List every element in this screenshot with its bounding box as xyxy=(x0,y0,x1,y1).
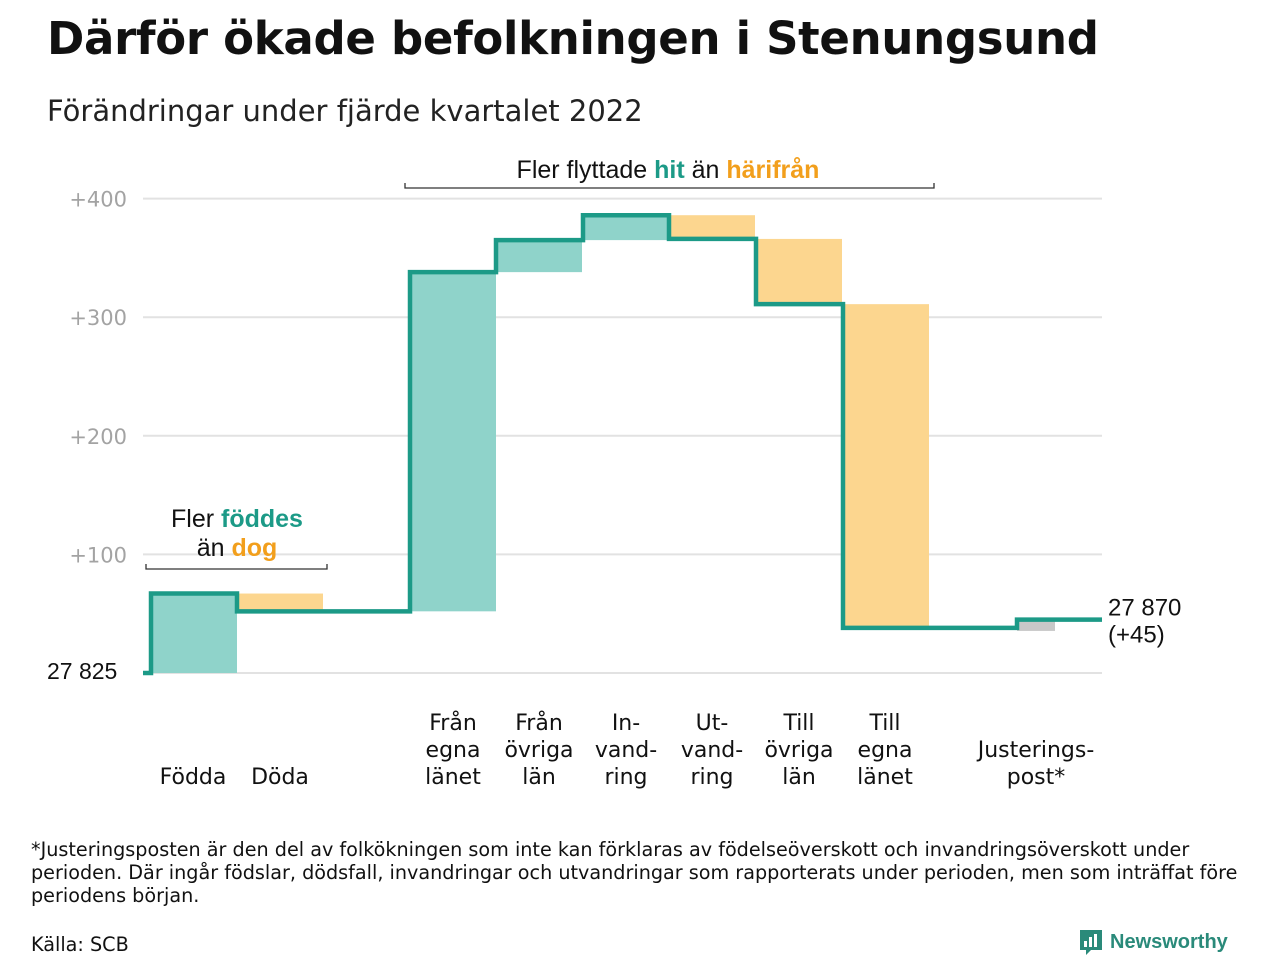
category-label: övriga xyxy=(504,738,573,763)
category-label: län xyxy=(782,765,816,790)
start-value-label: 27 825 xyxy=(47,658,117,684)
waterfall-bar xyxy=(1017,619,1055,631)
annotation-births: Fler föddes xyxy=(171,505,303,533)
category-label: övriga xyxy=(764,738,833,763)
annotation-births-line2: än dog xyxy=(197,534,278,562)
waterfall-bar xyxy=(669,215,755,239)
waterfall-bar xyxy=(237,593,323,612)
category-label: egna xyxy=(426,738,481,763)
category-label: vand- xyxy=(681,738,743,763)
waterfall-bar xyxy=(583,215,669,241)
category-label: länet xyxy=(857,765,913,790)
source-label: Källa: SCB xyxy=(31,933,129,956)
category-label: länet xyxy=(425,765,481,790)
brand-name: Newsworthy xyxy=(1110,930,1228,953)
waterfall-bar xyxy=(756,238,842,305)
category-label: In- xyxy=(612,711,640,736)
category-label: Från xyxy=(515,710,563,736)
y-tick-label: +100 xyxy=(69,543,127,567)
category-label: län xyxy=(522,765,556,790)
waterfall-bar xyxy=(410,272,496,612)
brand-logo: Newsworthy xyxy=(1078,928,1228,956)
waterfall-chart: +100 +200 +300 +400 27 825 27 870(+45) Födda Dö… xyxy=(47,156,1181,790)
footnote: *Justeringsposten är den del av folkökni… xyxy=(31,838,1238,907)
category-label: Från xyxy=(429,710,477,736)
category-label: post* xyxy=(1007,765,1066,790)
waterfall-bar xyxy=(151,593,237,673)
category-label: Justerings- xyxy=(976,738,1095,763)
y-tick-label: +300 xyxy=(69,306,127,330)
category-label: Födda xyxy=(160,765,227,790)
annotation-bracket-births xyxy=(145,564,328,570)
y-tick-label: +400 xyxy=(69,188,127,212)
chart-title: Därför ökade befolkningen i Stenungsund xyxy=(47,12,1099,65)
annotation-migration: Fler flyttade hit än härifrån xyxy=(517,156,820,184)
chart-subtitle: Förändringar under fjärde kvartalet 2022 xyxy=(47,94,643,128)
y-tick-label: +200 xyxy=(69,425,127,449)
waterfall-bar xyxy=(843,304,929,628)
waterfall-bar xyxy=(496,240,582,273)
category-label: ring xyxy=(604,765,647,790)
category-label: Till xyxy=(782,711,814,736)
cumulative-line xyxy=(143,212,1102,676)
category-label: egna xyxy=(858,738,913,763)
category-label: Döda xyxy=(251,765,309,790)
category-label: Till xyxy=(868,711,900,736)
end-value-label: 27 870 xyxy=(1108,595,1181,622)
newsworthy-logo-icon xyxy=(1080,930,1102,955)
category-label: ring xyxy=(690,765,733,790)
end-change-label: (+45) xyxy=(1108,622,1165,649)
category-label: vand- xyxy=(595,738,657,763)
category-label: Ut- xyxy=(696,711,729,736)
annotation-bracket-migration xyxy=(404,183,935,189)
